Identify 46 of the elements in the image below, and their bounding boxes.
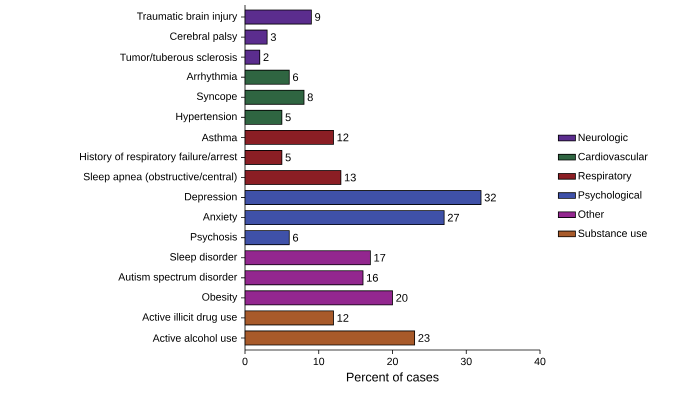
y-tick-label: Hypertension [176, 112, 237, 122]
data-label: 20 [396, 294, 408, 302]
data-label: 8 [308, 93, 313, 102]
y-tick-label: Arrhythmia [186, 72, 238, 82]
y-tick-label: Sleep disorder [170, 252, 238, 263]
x-tick-label: 40 [534, 358, 546, 366]
y-tick-label: Anxiety [202, 212, 238, 223]
legend-label: Psychological [578, 190, 642, 201]
data-label: 9 [315, 13, 320, 21]
data-label: 3 [270, 33, 276, 41]
data-label: 6 [293, 234, 298, 242]
legend-label: Substance use [578, 229, 647, 238]
x-axis-title: Percent of cases [346, 372, 439, 382]
y-tick-label: Tumor/tuberous sclerosis [120, 53, 237, 62]
y-tick-label: Autism spectrum disorder [118, 272, 238, 283]
legend-label: Neurologic [578, 133, 628, 144]
data-label: 6 [293, 73, 298, 82]
data-label: 13 [344, 174, 356, 182]
x-tick-label: 20 [387, 358, 398, 366]
data-label: 5 [286, 113, 291, 122]
data-label: 12 [338, 314, 348, 322]
x-tick-label: 0 [242, 358, 248, 366]
x-tick-label: 10 [314, 358, 324, 366]
y-tick-label: Cerebral palsy [170, 32, 238, 42]
y-tick-label: Obesity [202, 292, 238, 303]
data-label: 2 [264, 53, 269, 61]
y-tick-label: History of respiratory failure/arrest [80, 152, 238, 162]
data-label: 16 [367, 274, 378, 282]
y-tick-label: Sleep apnea (obstructive/central) [84, 172, 237, 182]
data-label: 5 [286, 154, 291, 162]
legend-label: Cardiovascular [578, 152, 648, 160]
data-label: 27 [448, 214, 460, 222]
data-label: 32 [484, 194, 496, 202]
y-tick-label: Syncope [196, 92, 237, 102]
y-tick-label: Psychosis [190, 232, 237, 243]
data-label: 17 [374, 254, 386, 262]
legend-label: Other [578, 210, 604, 218]
data-label: 23 [418, 334, 430, 342]
y-tick-label: Depression [185, 192, 237, 202]
legend-label: Respiratory [578, 172, 632, 182]
data-label: 12 [338, 134, 348, 142]
y-tick-label: Asthma [202, 134, 238, 142]
x-tick-label: 30 [460, 358, 472, 366]
y-tick-label: Traumatic brain injury [136, 12, 238, 22]
y-tick-label: Active alcohol use [152, 334, 237, 342]
y-tick-label: Active illicit drug use [142, 313, 237, 323]
